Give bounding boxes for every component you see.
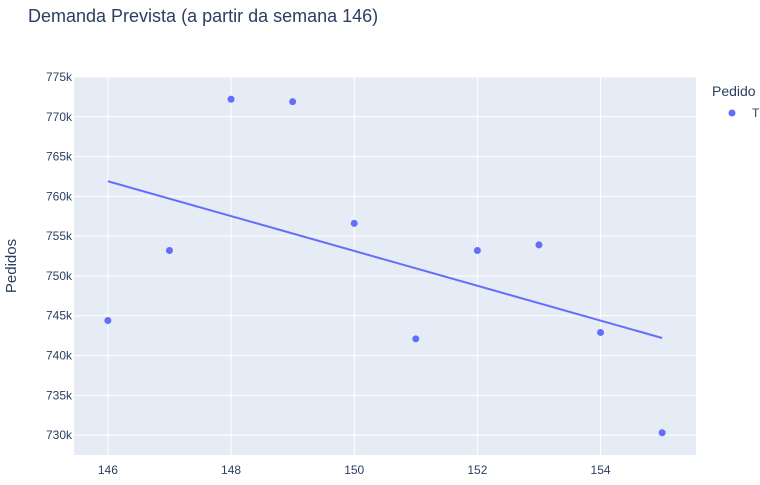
data-point[interactable] — [104, 317, 112, 325]
y-tick-label: 730k — [46, 428, 73, 442]
x-tick-label: 154 — [591, 463, 611, 477]
x-tick-label: 148 — [221, 463, 241, 477]
trend-line-layer — [107, 180, 663, 339]
data-points[interactable] — [104, 95, 666, 437]
data-point[interactable] — [289, 98, 297, 106]
data-point[interactable] — [227, 95, 235, 103]
y-tick-label: 745k — [46, 309, 73, 323]
data-point[interactable] — [658, 429, 666, 437]
grid — [74, 76, 696, 455]
x-tick-label: 152 — [467, 463, 487, 477]
legend-marker[interactable] — [728, 109, 736, 117]
plot-area — [74, 77, 696, 455]
chart-title: Demanda Prevista (a partir da semana 146… — [28, 6, 378, 26]
y-axis-ticks: 730k 735k 740k 745k 750k 755k 760k 765k 770k 775k — [46, 70, 73, 442]
y-tick-label: 750k — [46, 269, 73, 283]
y-tick-label: 740k — [46, 349, 73, 363]
legend: Pedido T — [712, 83, 760, 120]
y-tick-label: 770k — [46, 110, 73, 124]
data-point[interactable] — [165, 246, 173, 254]
y-tick-label: 755k — [46, 229, 73, 243]
y-tick-label: 735k — [46, 388, 73, 402]
x-tick-label: 150 — [344, 463, 364, 477]
data-point[interactable] — [350, 219, 358, 227]
data-point[interactable] — [412, 335, 420, 343]
data-point[interactable] — [535, 241, 543, 249]
y-tick-label: 765k — [46, 150, 73, 164]
trend-line — [107, 180, 663, 339]
data-point[interactable] — [473, 246, 481, 254]
legend-entry-label[interactable]: T — [752, 106, 760, 120]
x-axis-ticks: 146 148 150 152 154 — [98, 463, 611, 477]
data-point[interactable] — [597, 328, 605, 336]
y-tick-label: 775k — [46, 70, 73, 84]
legend-title: Pedido — [712, 83, 756, 99]
x-tick-label: 146 — [98, 463, 118, 477]
y-tick-label: 760k — [46, 189, 73, 203]
y-axis-title: Pedidos — [3, 239, 20, 293]
